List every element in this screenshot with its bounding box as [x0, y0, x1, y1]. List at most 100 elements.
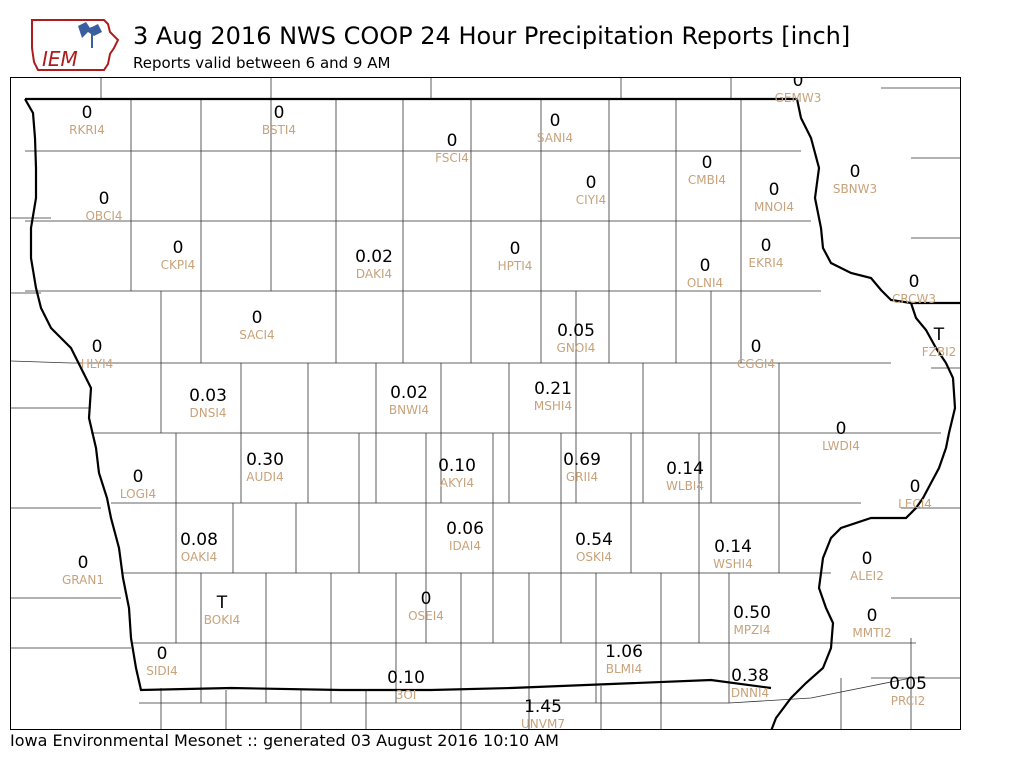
precip-map: 0 RKRI4 0 BSTI4 0 FSCI4 0 SANI4 0 GEMW3 0 OBCI4 0 CIY… [10, 77, 961, 730]
station-id: MPZI4 [734, 623, 771, 637]
station-value: 0 [761, 236, 772, 256]
station-id: SANI4 [537, 131, 573, 145]
station-id: WLBI4 [666, 479, 704, 493]
station-value: 0.03 [189, 386, 227, 406]
station-value: 0 [586, 173, 597, 193]
station-value: 0.06 [446, 519, 484, 539]
station-value: 0.10 [387, 668, 425, 688]
station-id: BLMI4 [606, 662, 642, 676]
station-id: ALEI2 [850, 569, 884, 583]
station-id: DNNI4 [731, 686, 769, 700]
station-id: GRAN1 [62, 573, 104, 587]
station-value: 0.14 [714, 537, 752, 557]
station-id: IDAI4 [449, 539, 481, 553]
station-id: RKRI4 [69, 123, 105, 137]
station-id: 3OI [396, 688, 417, 702]
station-id: PRCI2 [891, 694, 926, 708]
station-id: CGGI4 [737, 357, 775, 371]
station-id: LWDI4 [822, 439, 860, 453]
station-value: 0 [510, 239, 521, 259]
station-value: 0 [700, 256, 711, 276]
station-value: 0.69 [563, 450, 601, 470]
station-id: OLNI4 [687, 276, 723, 290]
station-value: 0 [78, 553, 89, 573]
station-id: BOKI4 [204, 613, 241, 627]
station-value: 0.30 [246, 450, 284, 470]
station-id: CKPI4 [161, 258, 196, 272]
station-value: 0 [909, 272, 920, 292]
station-value: T [933, 325, 945, 345]
station-id: GNOI4 [557, 341, 596, 355]
footer-credit: Iowa Environmental Mesonet :: generated … [10, 731, 559, 750]
station-value: 0 [867, 606, 878, 626]
station-value: 0.10 [438, 456, 476, 476]
station-id: EKRI4 [749, 256, 784, 270]
station-value: 0.08 [180, 530, 218, 550]
station-value: 0 [82, 103, 93, 123]
county-boundaries [11, 78, 960, 729]
station-value: 0 [793, 78, 804, 91]
station-id: HLYI4 [81, 357, 114, 371]
map-canvas: 0RKRI40BSTI40FSCI40SANI40GEMW30OBCI40CIY… [11, 78, 960, 729]
station-value: 0.14 [666, 459, 704, 479]
station-value: T [216, 593, 228, 613]
station-id: DAKI4 [356, 267, 392, 281]
station-id: BSTI4 [262, 123, 296, 137]
station-value: 0 [173, 238, 184, 258]
station-plots: 0RKRI40BSTI40FSCI40SANI40GEMW30OBCI40CIY… [62, 78, 957, 729]
station-id: HPTI4 [498, 259, 533, 273]
station-id: CIYI4 [576, 193, 606, 207]
station-value: 0 [850, 162, 861, 182]
iem-logo-graphic: IEM [31, 19, 120, 71]
station-value: 0 [421, 589, 432, 609]
station-id: AUDI4 [246, 470, 283, 484]
station-value: 0.05 [557, 321, 595, 341]
station-id: MNOI4 [754, 200, 794, 214]
station-value: 0 [836, 419, 847, 439]
station-id: OSEI4 [408, 609, 444, 623]
station-id: LECI4 [898, 497, 932, 511]
station-value: 1.45 [524, 697, 562, 717]
station-value: 0 [862, 549, 873, 569]
logo-text: IEM [42, 47, 78, 71]
station-value: 0 [769, 180, 780, 200]
map-subtitle: Reports valid between 6 and 9 AM [133, 54, 391, 72]
station-id: MMTI2 [852, 626, 891, 640]
station-value: 0 [751, 337, 762, 357]
station-id: GEMW3 [775, 91, 822, 105]
station-id: DNSI4 [189, 406, 226, 420]
station-id: SBNW3 [833, 182, 877, 196]
